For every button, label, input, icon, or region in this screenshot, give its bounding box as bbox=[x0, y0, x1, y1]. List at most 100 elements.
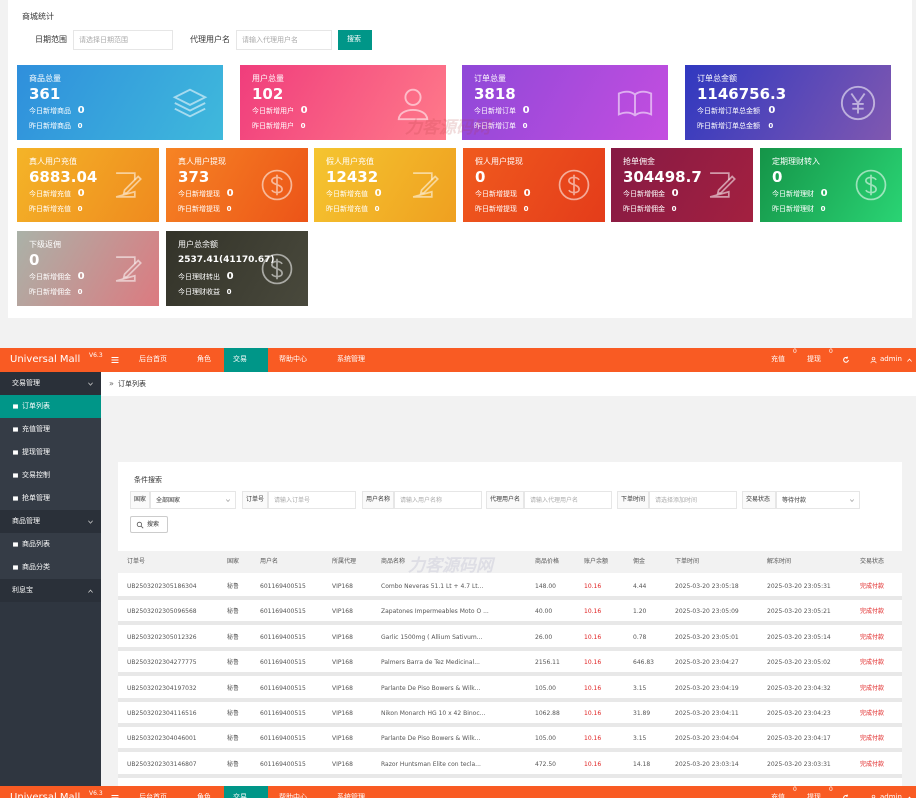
table-cell: 601169400515 bbox=[260, 583, 306, 590]
card-line-label: 今日新增商品 bbox=[29, 107, 71, 115]
card-title: 订单总量 bbox=[474, 74, 506, 83]
sidebar-item[interactable]: 交易控制 bbox=[0, 464, 101, 487]
search-button[interactable]: 搜索 bbox=[338, 30, 372, 50]
filter-input[interactable]: 请选择日期范围 bbox=[73, 30, 173, 50]
table-row: UB2503202304277775 秘鲁 601169400515 VIP168 Pa… bbox=[118, 651, 902, 677]
select-box[interactable]: 等待付款 bbox=[776, 491, 860, 509]
nav-item[interactable]: 后台首页 bbox=[130, 348, 176, 372]
card-line-label: 昨日新增理财 bbox=[772, 205, 814, 213]
text-input[interactable]: 请输入代理用户名 bbox=[524, 491, 612, 509]
table-cell: 完成付款 bbox=[860, 684, 885, 692]
column-header: 所属代理 bbox=[332, 558, 357, 565]
action-link[interactable]: 充值 bbox=[771, 793, 785, 798]
table-cell: 完成付款 bbox=[860, 583, 885, 590]
card-line-label: 昨日新增提现 bbox=[475, 205, 517, 213]
select-box[interactable]: 全部国家 bbox=[150, 491, 236, 509]
nav-item[interactable]: 交易 bbox=[224, 786, 268, 798]
user-name[interactable]: admin bbox=[880, 355, 902, 363]
select-value: 全部国家 bbox=[156, 497, 181, 504]
nav-item[interactable]: 角色 bbox=[188, 348, 220, 372]
table-cell: 0.78 bbox=[633, 633, 647, 641]
table-cell: VIP168 bbox=[332, 684, 353, 692]
field-label: 交易状态 bbox=[742, 491, 776, 509]
table-cell: Razor Huntsman Elite con tecla... bbox=[381, 760, 481, 768]
nav-item[interactable]: 系统管理 bbox=[328, 348, 372, 372]
table-row: UB2503202304197032 秘鲁 601169400515 VIP168 Pa… bbox=[118, 676, 902, 702]
nav-item[interactable]: 帮助中心 bbox=[270, 348, 326, 372]
sidebar-item[interactable]: 抢单管理 bbox=[0, 487, 101, 510]
card-title: 假人用户提现 bbox=[475, 157, 523, 166]
caret bbox=[908, 796, 911, 798]
text-input[interactable]: 请选择添加时间 bbox=[649, 491, 737, 509]
sidebar-group[interactable]: 利息宝 bbox=[0, 579, 101, 602]
text-input[interactable]: 请输入用户名称 bbox=[394, 491, 482, 509]
table-cell: 10.16 bbox=[584, 633, 602, 641]
sidebar-group[interactable]: 商品管理 bbox=[0, 510, 101, 533]
sidebar-item[interactable]: 充值管理 bbox=[0, 418, 101, 441]
card-line-value: 0 bbox=[77, 105, 85, 116]
nav-label: 帮助中心 bbox=[279, 793, 307, 798]
search-button[interactable]: 搜索 bbox=[130, 516, 168, 533]
card-icon bbox=[558, 169, 590, 201]
action-link[interactable]: 提现 bbox=[807, 793, 821, 798]
table-cell: 1062.88 bbox=[535, 710, 560, 717]
sidebar-item[interactable]: 提现管理 bbox=[0, 441, 101, 464]
action-badge: 0 bbox=[793, 348, 797, 355]
table-cell: 2025-03-20 23:05:02 bbox=[767, 659, 831, 667]
stat-card: 定期理财转入 0 今日新增理财 0 昨日新增理财 0 bbox=[760, 148, 902, 222]
card-title: 用户总余额 bbox=[178, 240, 218, 249]
filter-input[interactable]: 请输入代理用户名 bbox=[236, 30, 332, 50]
table-cell: VIP168 bbox=[332, 735, 353, 743]
table-cell: 2025-03-20 23:04:23 bbox=[767, 710, 831, 717]
table-cell: 2025-03-20 23:04:17 bbox=[767, 735, 831, 743]
card-title: 定期理财转入 bbox=[772, 157, 820, 166]
card-value: 2537.41(41170.67) bbox=[178, 255, 275, 265]
column-header: 订单号 bbox=[127, 558, 146, 565]
table-cell: VIP168 bbox=[332, 608, 353, 616]
refresh-icon bbox=[843, 356, 849, 363]
card-line-label: 今日新增订单 bbox=[474, 107, 516, 115]
sidebar-item[interactable]: 商品分类 bbox=[0, 556, 101, 579]
card-line-value: 0 bbox=[820, 205, 826, 213]
table-cell: 完成付款 bbox=[860, 710, 885, 717]
sidebar-icon bbox=[13, 404, 18, 409]
card-line-label: 昨日新增订单 bbox=[474, 122, 516, 130]
nav-item[interactable]: 交易 bbox=[224, 348, 268, 372]
sidebar-item[interactable]: 订单列表 bbox=[0, 395, 101, 418]
card-title: 真人用户提现 bbox=[178, 157, 226, 166]
card-line-value: 0 bbox=[522, 122, 528, 130]
card-line-label: 今日新增理财 bbox=[772, 190, 814, 198]
table-cell: 2025-03-20 23:05:09 bbox=[675, 608, 739, 616]
nav-item[interactable]: 后台首页 bbox=[130, 786, 176, 798]
stat-card: 真人用户充值 6883.04 今日新增充值 0 昨日新增充值 0 bbox=[17, 148, 159, 222]
nav-label: 系统管理 bbox=[337, 355, 365, 363]
field-label-text: 交易状态 bbox=[746, 496, 771, 503]
nav-item[interactable]: 系统管理 bbox=[328, 786, 372, 798]
field-label: 国家 bbox=[130, 491, 150, 509]
table-cell: 2156.11 bbox=[535, 659, 560, 667]
card-line-value: 0 bbox=[226, 205, 232, 213]
table-cell: UB2503202305186304 bbox=[127, 583, 197, 590]
nav-label: 角色 bbox=[197, 793, 211, 798]
table-cell: 31.89 bbox=[633, 710, 651, 717]
sidebar-item[interactable]: 商品列表 bbox=[0, 533, 101, 556]
user-name[interactable]: admin bbox=[880, 793, 902, 798]
table-cell: 601169400515 bbox=[260, 659, 306, 667]
placeholder: 请输入用户名称 bbox=[400, 497, 443, 504]
card-title: 抢单佣金 bbox=[623, 157, 655, 166]
text-input[interactable]: 请输入订单号 bbox=[268, 491, 356, 509]
sidebar-group[interactable]: 交易管理 bbox=[0, 372, 101, 395]
placeholder: 请输入订单号 bbox=[274, 497, 311, 504]
action-link[interactable]: 充值 bbox=[771, 355, 785, 363]
card-line-label: 昨日新增商品 bbox=[29, 122, 71, 130]
action-link[interactable]: 提现 bbox=[807, 355, 821, 363]
table-cell: 2025-03-20 23:04:04 bbox=[675, 735, 739, 743]
card-line-label: 今日新增订单总金额 bbox=[697, 107, 760, 115]
table-cell: 秘鲁 bbox=[227, 710, 240, 717]
stat-card: 真人用户提现 373 今日新增提现 0 昨日新增提现 0 bbox=[166, 148, 308, 222]
nav-item[interactable]: 角色 bbox=[188, 786, 220, 798]
table-cell: 1.20 bbox=[633, 608, 647, 616]
nav-item[interactable]: 帮助中心 bbox=[270, 786, 326, 798]
card-line-label: 今日新增佣金 bbox=[29, 273, 71, 281]
breadcrumb: » 订单列表 bbox=[101, 372, 916, 396]
